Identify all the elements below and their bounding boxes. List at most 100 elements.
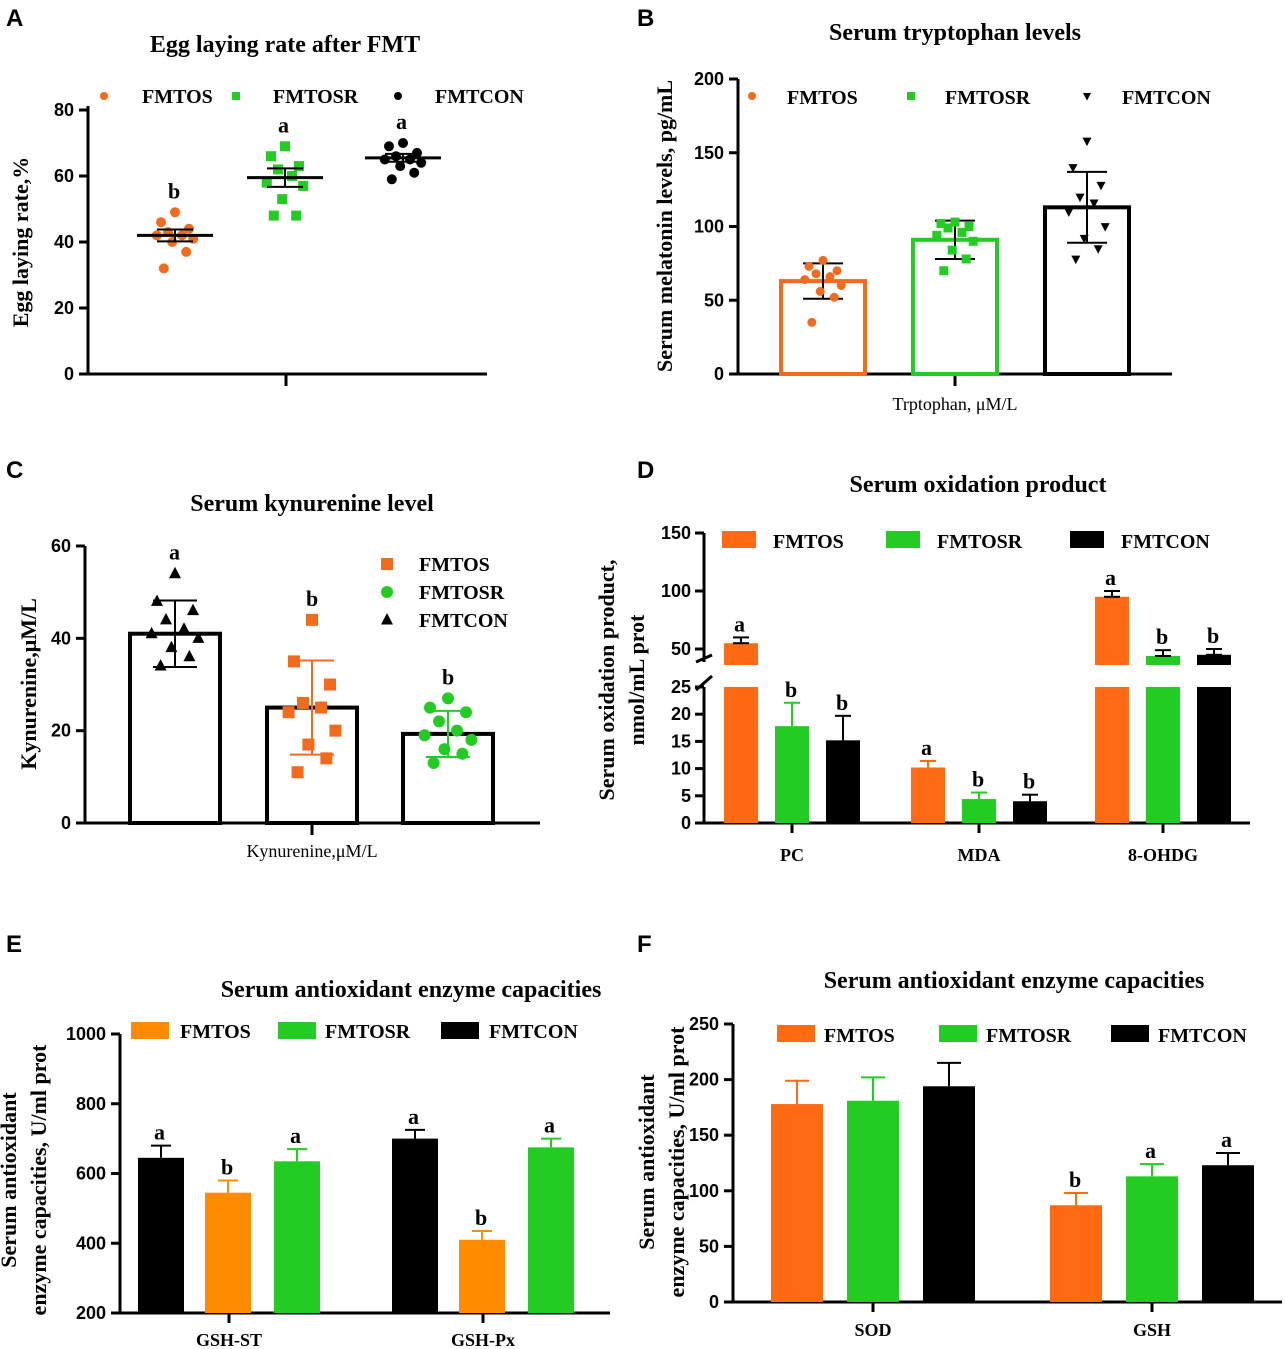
y-tick-label-d: 0 (681, 813, 691, 833)
bar-f-fmtcon (923, 1086, 975, 1302)
y-axis-a-tick-label: 0 (64, 364, 74, 384)
data-point-a-fmtos (170, 207, 180, 218)
data-point-a-fmtosr (287, 171, 297, 181)
data-point-c-fmtcon (187, 603, 199, 616)
panel-label-d: D (637, 457, 654, 484)
legend-marker-b-fmtosr (907, 92, 915, 100)
panel-label-f: F (637, 931, 652, 958)
significance-letter-a-fmtos: b (168, 178, 180, 203)
data-point-a-fmtcon (405, 154, 415, 165)
significance-letter-e: b (475, 1205, 487, 1230)
data-point-a-fmtosr (277, 194, 288, 205)
y-axis-b-tick-label: 50 (704, 290, 724, 310)
data-point-b-fmtos (800, 275, 810, 285)
data-point-b-fmtos (811, 269, 821, 279)
data-point-a-fmtosr (298, 180, 309, 191)
data-point-b-fmtosr (950, 217, 960, 227)
data-point-b-fmtos (836, 281, 846, 290)
data-point-b-fmtos (829, 292, 839, 302)
legend-label-b-fmtosr: FMTOSR (945, 87, 1031, 109)
y-axis-a-tick-label: 40 (54, 232, 74, 252)
y-axis-c-tick-label: 0 (61, 813, 71, 833)
significance-letter-d: b (836, 690, 848, 715)
data-point-a-fmtosr (280, 141, 290, 152)
data-point-c-fmtosr (433, 715, 445, 728)
y-tick-label-d: 150 (661, 523, 691, 543)
data-point-a-fmtcon (398, 138, 408, 148)
legend-marker-c-fmtos (381, 558, 393, 570)
data-point-c-fmtos (297, 696, 309, 709)
significance-letter-d: a (1105, 565, 1116, 590)
bar-d-fmtcon-upper (1197, 654, 1231, 665)
significance-letter-e: b (221, 1154, 233, 1179)
y-axis-f-tick-label: 250 (689, 1014, 719, 1034)
legend-label-b-fmtcon: FMTCON (1122, 87, 1211, 109)
panel-label-b: B (637, 5, 654, 32)
bar-e-fmtosr (274, 1161, 320, 1313)
data-point-c-fmtcon (145, 626, 158, 639)
y-tick-label-d: 20 (671, 704, 691, 724)
bar-d-fmtos (911, 767, 945, 823)
y-axis-label-b: Serum melatonin levels, pg/mL (652, 80, 677, 372)
data-point-c-fmtcon (169, 566, 181, 579)
bar-f-fmtcon (1202, 1165, 1254, 1302)
data-point-b-fmtos (807, 317, 817, 327)
significance-letter-d: a (921, 735, 932, 760)
y-axis-b-tick-label: 0 (714, 364, 724, 384)
data-point-b-fmtcon (1089, 199, 1099, 209)
chart-title-d: Serum oxidation product (850, 472, 1107, 498)
chart-title-c: Serum kynurenine level (190, 491, 434, 517)
x-category-label-f: GSH (1133, 1320, 1171, 1340)
data-point-c-fmtosr (427, 756, 440, 769)
data-point-b-fmtcon (1079, 234, 1089, 244)
y-axis-e-tick-label: 200 (76, 1303, 106, 1323)
data-point-c-fmtcon (154, 659, 167, 671)
y-axis-c-tick-label: 20 (51, 721, 71, 741)
legend-label-a-fmtcon: FMTCON (435, 86, 524, 108)
y-axis-f-tick-label: 0 (709, 1292, 719, 1312)
bar-d-fmtos-lower (724, 687, 758, 823)
chart-title-a: Egg laying rate after FMT (150, 32, 420, 58)
panel-label-e: E (6, 931, 22, 958)
y-axis-label-a: Egg laying rate,% (8, 157, 33, 328)
y-axis-f-tick-label: 200 (689, 1070, 719, 1090)
significance-letter-d: b (972, 767, 984, 792)
data-point-c-fmtosr (418, 729, 431, 742)
bar-e-fmtcon (138, 1157, 184, 1313)
significance-letter-e: a (290, 1123, 301, 1148)
bar-d-fmtos-upper (1095, 596, 1129, 665)
legend-swatch-d-fmtcon (1070, 531, 1104, 548)
y-axis-e-tick-label: 800 (76, 1094, 106, 1114)
significance-letter-c-fmtosr: b (442, 664, 454, 689)
data-point-c-fmtos (288, 655, 300, 668)
data-point-b-fmtosr (932, 230, 942, 240)
legend-label-b-fmtos: FMTOS (787, 87, 858, 109)
data-point-c-fmtosr (460, 706, 472, 719)
axis-break-mark-upper (695, 653, 713, 664)
y-axis-label-e-line1: Serum antioxidant (0, 1092, 21, 1268)
data-point-c-fmtcon (160, 612, 172, 625)
data-point-c-fmtosr (438, 743, 451, 756)
legend-label-f-fmtos: FMTOS (824, 1025, 895, 1047)
bar-d-fmtosr (775, 726, 809, 823)
data-point-a-fmtcon (384, 141, 394, 152)
data-point-b-fmtosr (943, 223, 953, 233)
y-axis-c-tick-label: 40 (51, 628, 71, 648)
data-point-c-fmtos (291, 766, 304, 779)
legend-marker-a-fmtos (100, 92, 108, 100)
legend-marker-a-fmtcon (394, 92, 402, 100)
legend-marker-b-fmtos (748, 92, 756, 100)
data-point-b-fmtcon (1068, 164, 1078, 173)
legend-swatch-f-fmtosr (939, 1025, 977, 1042)
legend-label-e-fmtcon: FMTCON (489, 1021, 578, 1043)
y-axis-label-e-line2: enzyme capacities, U/ml prot (26, 1044, 51, 1316)
y-tick-label-d: 15 (671, 731, 691, 751)
x-axis-label-b: Trptophan, μM/L (893, 394, 1018, 414)
bar-d-fmtcon (826, 740, 860, 823)
legend-label-c-fmtos: FMTOS (419, 554, 490, 576)
y-axis-e-tick-label: 400 (76, 1233, 106, 1253)
data-point-c-fmtosr (442, 692, 454, 705)
bar-e-fmtcon (392, 1138, 438, 1313)
data-point-b-fmtosr (936, 219, 946, 229)
significance-letter-d: b (1156, 624, 1168, 649)
